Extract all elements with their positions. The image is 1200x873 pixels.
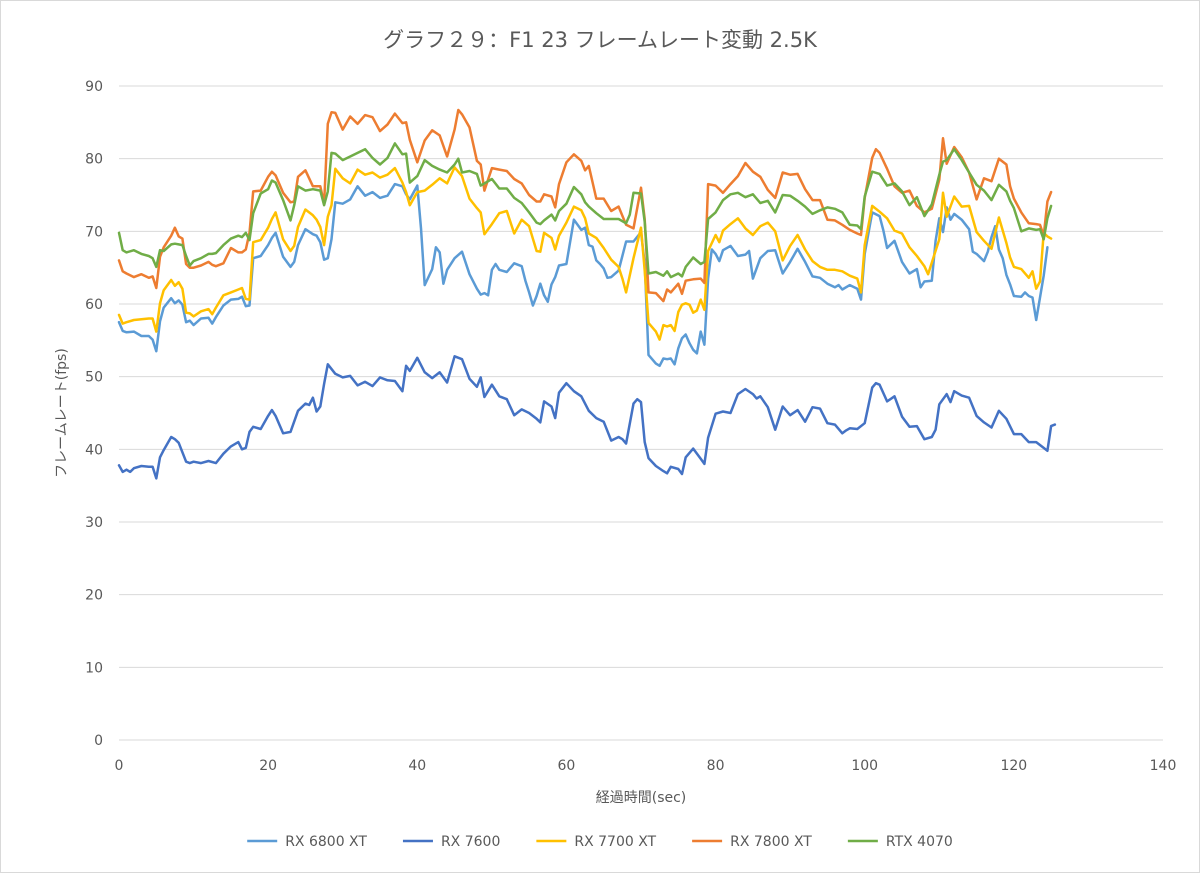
- y-tick-label-90: 90: [85, 79, 103, 95]
- x-tick-label-60: 60: [558, 758, 576, 774]
- y-tick-label-70: 70: [85, 224, 103, 240]
- x-tick-label-80: 80: [707, 758, 725, 774]
- y-tick-label-60: 60: [85, 297, 103, 313]
- y-tick-label-30: 30: [85, 515, 103, 531]
- x-axis-label: 経過時間(sec): [596, 790, 687, 806]
- series-line-rtx-4070: [117, 142, 1053, 279]
- series-line-rx-7700-xt: [117, 166, 1053, 341]
- y-tick-label-0: 0: [94, 733, 103, 749]
- y-tick-label-50: 50: [85, 370, 103, 386]
- chart-title: グラフ２９：F1 23 フレームレート変動 2.5K: [383, 28, 818, 52]
- legend: RX 6800 XT RX 7600 RX 7700 XT RX 7800 XT RTX…: [247, 834, 953, 850]
- series-lines: [117, 108, 1057, 480]
- legend-label-rx-7600: RX 7600: [441, 834, 500, 850]
- gridlines: [119, 85, 1163, 668]
- series-line-rx-6800-xt: [117, 182, 1049, 368]
- y-tick-label-40: 40: [85, 442, 103, 458]
- x-axis-tick-labels: 0 20 40 60 80 100 120 140: [115, 758, 1177, 774]
- x-tick-label-100: 100: [851, 758, 878, 774]
- series-line-rx-7600: [117, 355, 1057, 480]
- x-tick-label-40: 40: [408, 758, 426, 774]
- legend-label-rx-7800-xt: RX 7800 XT: [730, 834, 812, 850]
- y-axis-label: フレームレート(fps): [54, 348, 70, 478]
- legend-label-rx-6800-xt: RX 6800 XT: [285, 834, 367, 850]
- legend-label-rx-7700-xt: RX 7700 XT: [574, 834, 656, 850]
- x-tick-label-0: 0: [115, 758, 124, 774]
- y-axis-tick-labels: 0 10 20 30 40 50 60 70 80 90: [85, 79, 103, 749]
- y-tick-label-20: 20: [85, 588, 103, 604]
- y-tick-label-80: 80: [85, 152, 103, 168]
- x-tick-label-120: 120: [1000, 758, 1027, 774]
- legend-label-rtx-4070: RTX 4070: [886, 834, 953, 850]
- x-tick-label-20: 20: [259, 758, 277, 774]
- x-tick-label-140: 140: [1150, 758, 1177, 774]
- y-tick-label-10: 10: [85, 660, 103, 676]
